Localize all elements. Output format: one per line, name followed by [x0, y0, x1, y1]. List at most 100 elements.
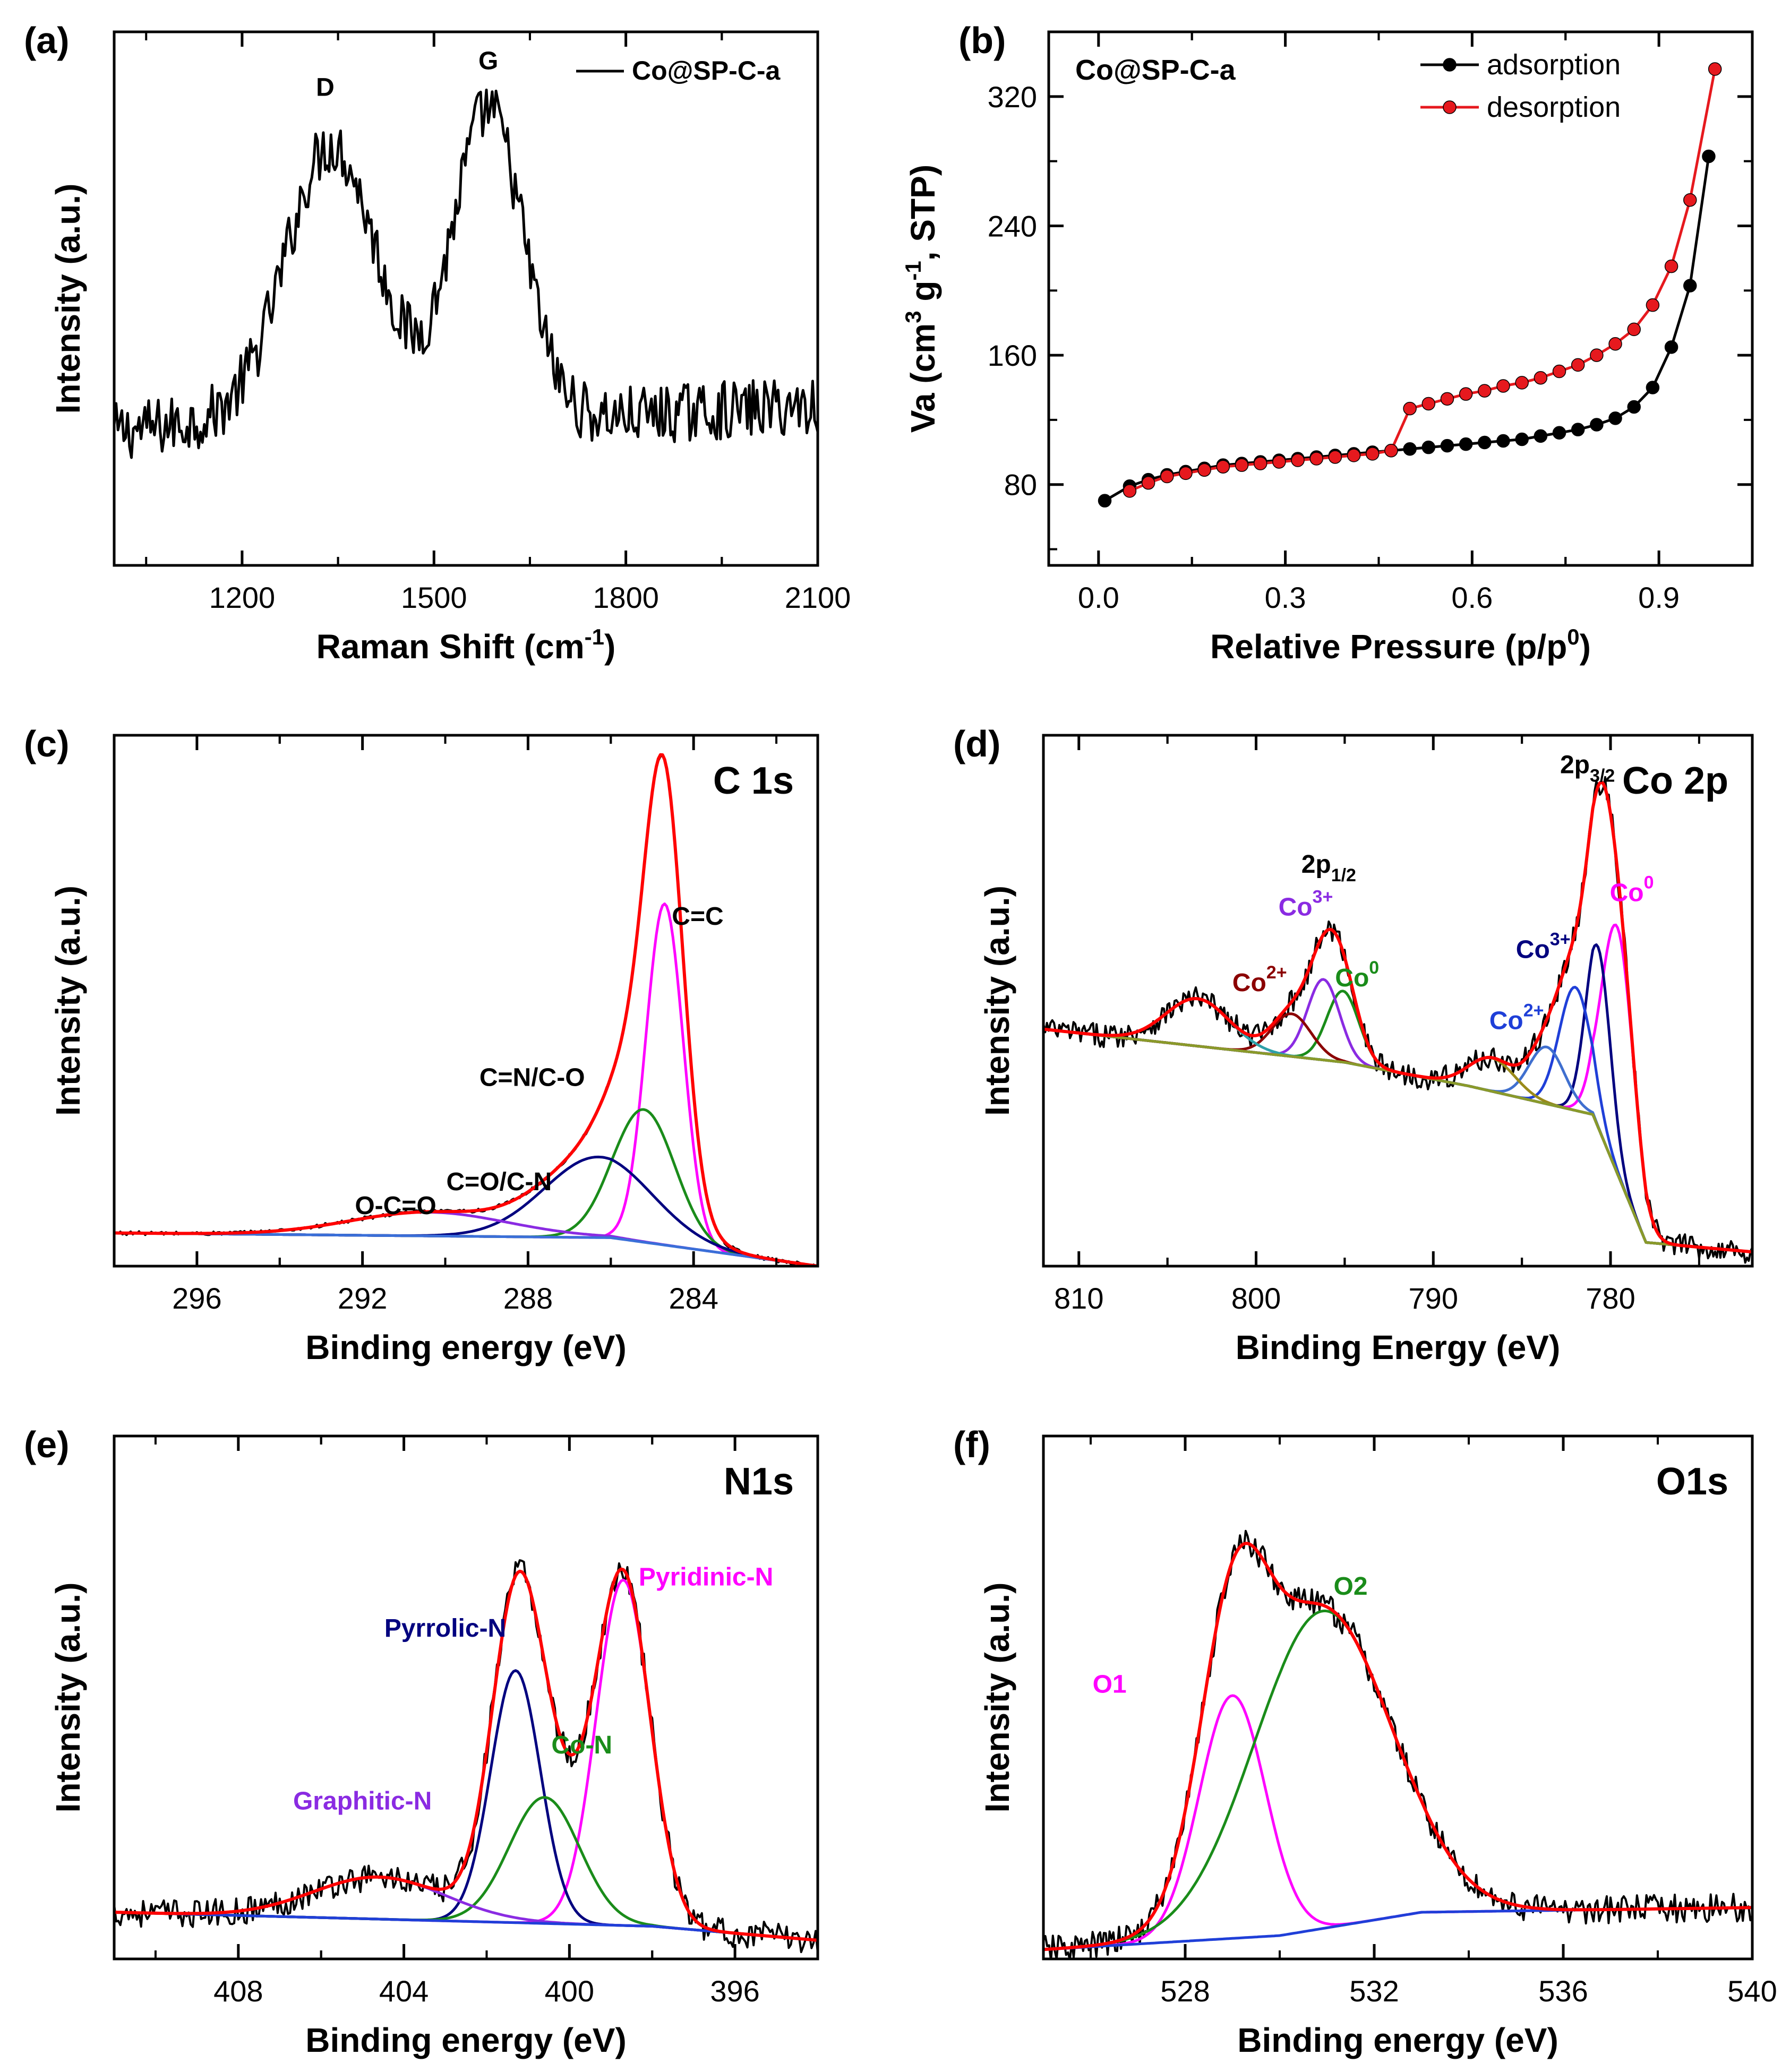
point-desorption-16 — [1421, 397, 1436, 411]
y-tick-label: 320 — [988, 80, 1037, 114]
plot-area — [1043, 776, 1752, 1264]
y-axis-label: Intensity (a.u.) — [49, 885, 87, 1116]
x-tick-label: 408 — [213, 1974, 263, 2008]
point-adsorption-22 — [1515, 432, 1529, 446]
chart-panel-e: 408 404 400 396 Binding energy (eV) Intensity… — [24, 1424, 819, 2059]
x-axis-label: Binding Energy (eV) — [1236, 1328, 1561, 1366]
annotation-d: D — [316, 74, 335, 102]
panel-label: (c) — [24, 723, 70, 764]
point-desorption-27 — [1627, 322, 1641, 337]
plot-frame — [1047, 30, 1754, 567]
annotation-c-n-c-o: C=N/C-O — [479, 1064, 585, 1092]
x-axis-label: Binding energy (eV) — [305, 1328, 627, 1366]
series-line-co-n — [114, 1796, 818, 1942]
series-line-envelope — [114, 753, 818, 1266]
point-adsorption-27 — [1608, 411, 1622, 425]
point-desorption-19 — [1478, 384, 1492, 398]
x-tick-label: 528 — [1160, 1974, 1210, 2008]
series-line-raw — [1043, 1529, 1752, 1959]
series-line-envelope — [1043, 780, 1752, 1254]
annotation-co-n: Co-N — [551, 1731, 612, 1759]
point-adsorption-26 — [1590, 418, 1604, 432]
point-desorption-30 — [1683, 193, 1697, 207]
x-tick-label: 0.6 — [1451, 581, 1493, 614]
y-axis-label: Va (cm3 g-1, STP) — [901, 165, 942, 433]
x-axis-label: Relative Pressure (p/p0) — [1210, 624, 1591, 666]
y-tick-label: 160 — [988, 339, 1037, 372]
series-line-satellite-2 — [1043, 1028, 1752, 1253]
plot-frame — [1042, 1434, 1754, 1961]
x-tick-label: 396 — [710, 1974, 759, 2008]
chart-title: O1s — [1656, 1460, 1728, 1503]
panel-label: (d) — [953, 723, 1000, 764]
point-desorption-24 — [1571, 358, 1585, 372]
x-axis-label: Raman Shift (cm-1) — [316, 624, 616, 666]
y-axis-label: Intensity (a.u.) — [49, 1583, 87, 1813]
x-tick-label: 296 — [172, 1282, 221, 1315]
panel-label: (b) — [958, 20, 1006, 61]
point-desorption-7 — [1253, 457, 1267, 470]
point-adsorption-23 — [1534, 429, 1548, 443]
point-desorption-0 — [1123, 484, 1137, 498]
x-tick-label: 288 — [503, 1282, 553, 1315]
plot-area — [114, 753, 818, 1266]
series-line-satellite-3 — [1043, 997, 1752, 1253]
y-axis-label: Intensity (a.u.) — [978, 885, 1016, 1116]
point-desorption-28 — [1646, 298, 1660, 312]
series-line-raw — [114, 1559, 818, 1954]
y-axis-label: Intensity (a.u.) — [978, 1583, 1016, 1813]
x-tick-label: 284 — [669, 1282, 718, 1315]
chart-title: Co 2p — [1622, 760, 1728, 802]
x-tick-label: 1200 — [209, 581, 276, 614]
x-tick-label: 0.0 — [1078, 581, 1119, 614]
point-desorption-5 — [1216, 460, 1230, 474]
x-tick-label: 536 — [1538, 1974, 1588, 2008]
chart-panel-c: 296 292 288 284 Binding energy (eV) Intensity… — [24, 723, 819, 1366]
series-line-co0-2p3-2 — [1043, 923, 1752, 1253]
panel-label: (f) — [953, 1424, 990, 1465]
point-desorption-20 — [1496, 379, 1510, 393]
plot-frame — [1042, 734, 1754, 1268]
series-line-background — [1043, 1028, 1752, 1253]
annotation-2p1-2: 2p1/2 — [1301, 850, 1356, 885]
legend-marker — [1443, 100, 1457, 114]
y-axis-label: Intensity (a.u.) — [49, 184, 87, 414]
point-adsorption-0 — [1098, 494, 1112, 508]
panel-label: (e) — [24, 1424, 70, 1465]
annotation-c-c: C=C — [672, 902, 723, 931]
annotation-co0: Co0 — [1335, 958, 1379, 992]
point-desorption-22 — [1534, 371, 1548, 385]
x-tick-label: 780 — [1586, 1282, 1635, 1315]
annotation-pyrrolic-n: Pyrrolic-N — [384, 1614, 506, 1643]
point-adsorption-30 — [1664, 340, 1678, 354]
point-desorption-18 — [1459, 387, 1473, 401]
point-desorption-17 — [1440, 392, 1454, 406]
point-desorption-29 — [1664, 259, 1678, 273]
plot-frame — [113, 734, 819, 1268]
point-desorption-25 — [1590, 348, 1604, 362]
series-line-background — [114, 1911, 818, 1942]
x-tick-label: 2100 — [785, 581, 851, 614]
x-tick-label: 790 — [1409, 1282, 1458, 1315]
point-desorption-12 — [1347, 449, 1361, 462]
x-tick-label: 800 — [1231, 1282, 1281, 1315]
annotation-graphitic-n: Graphitic-N — [293, 1787, 432, 1816]
x-tick-label: 540 — [1727, 1974, 1777, 2008]
y-tick-label: 80 — [1004, 468, 1037, 502]
point-desorption-9 — [1291, 453, 1305, 467]
annotation-g: G — [478, 47, 498, 75]
point-adsorption-16 — [1403, 442, 1417, 456]
plot-frame — [113, 1434, 819, 1961]
point-adsorption-31 — [1683, 279, 1697, 293]
chart-title: N1s — [724, 1460, 794, 1503]
plot-area — [1098, 62, 1722, 508]
series-line-co2-2p1-2 — [1043, 1012, 1752, 1253]
chart-panel-d: 810 800 790 780 Binding Energy (eV) Intensity… — [953, 723, 1754, 1366]
annotation-co0: Co0 — [1610, 873, 1654, 907]
annotation-co3: Co3+ — [1516, 930, 1571, 964]
x-tick-label: 1500 — [401, 581, 467, 614]
annotation-pyridinic-n: Pyridinic-N — [639, 1563, 773, 1591]
legend-label: Co@SP-C-a — [632, 56, 781, 85]
y-tick-label: 240 — [988, 209, 1037, 243]
x-tick-label: 404 — [379, 1974, 429, 2008]
